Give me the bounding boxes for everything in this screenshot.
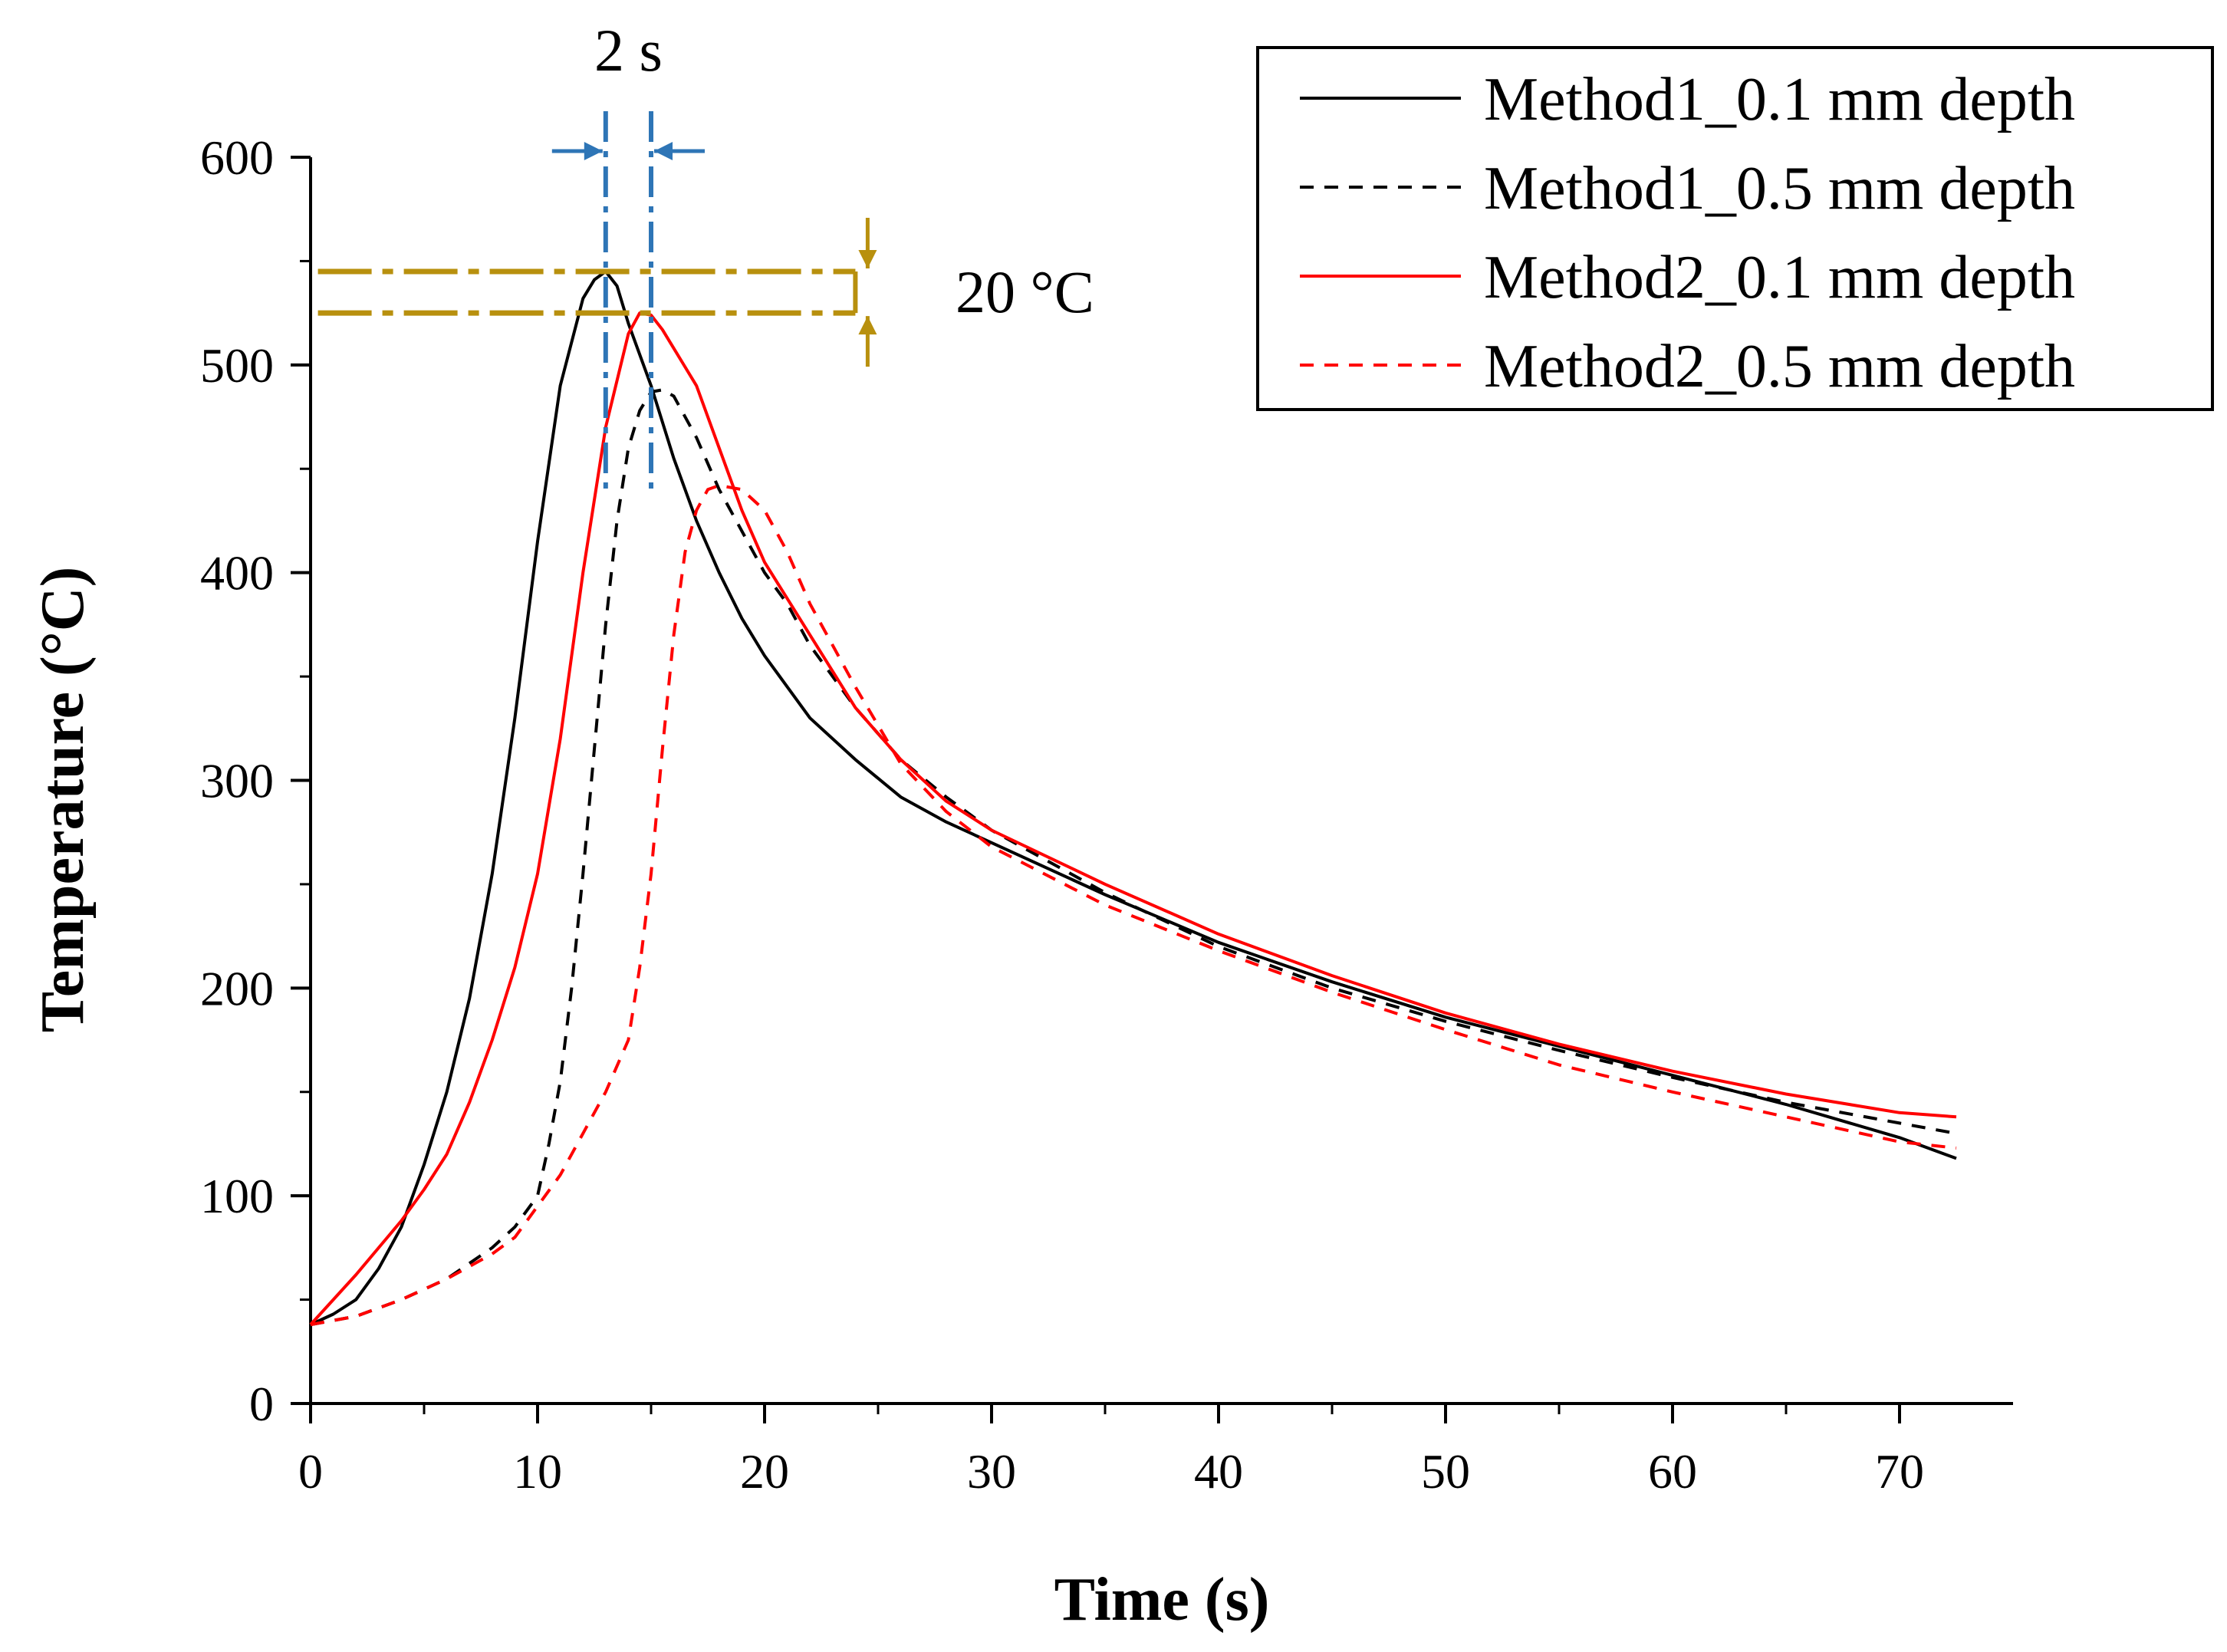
y-tick-label: 200 [200,961,274,1015]
y-tick-label: 600 [200,130,274,185]
y-tick-label: 300 [200,754,274,808]
span-20c-label: 20 °C [956,258,1094,325]
series-line-1 [310,270,1957,1326]
annotation-layer: 2 s 20 °C [317,17,1094,490]
y-tick-label: 100 [200,1169,274,1223]
legend-label-3: Method2_0.1 mm depth [1484,244,2075,311]
axes-layer: 0 10 20 30 40 50 60 70 0 100 200 300 400 500 600 Time (… [29,130,2013,1634]
y-tick-label: 500 [200,338,274,393]
legend-box [1256,46,2214,411]
x-tick-label: 70 [1875,1444,1924,1499]
series-line-4 [310,483,1957,1327]
y-tick-label: 400 [200,546,274,601]
y-tick-label: 0 [249,1377,274,1431]
x-tick-label: 50 [1421,1444,1470,1499]
x-tick-label: 30 [967,1444,1016,1499]
legend-label-1: Method1_0.1 mm depth [1484,66,2075,133]
series-line-3 [309,311,1957,1326]
legend: Method1_0.1 mm depth Method1_0.5 mm depth… [1256,46,2214,411]
x-axis-title: Time (s) [1054,1566,1270,1634]
x-tick-label: 10 [513,1444,562,1499]
span-2s-label: 2 s [594,17,663,84]
span-2s-right-arrowhead [654,142,673,160]
series-layer [309,270,1957,1327]
x-tick-label: 0 [298,1444,323,1499]
span-2s-left-arrowhead [584,142,603,160]
x-tick-label: 20 [740,1444,789,1499]
span-20c-bottom-arrowhead [858,316,877,335]
legend-label-2: Method1_0.5 mm depth [1484,155,2075,222]
x-tick-label: 60 [1648,1444,1697,1499]
series-line-2 [310,388,1957,1327]
y-axis-title: Temperature (°C) [29,567,97,1032]
x-tick-label: 40 [1194,1444,1243,1499]
legend-label-4: Method2_0.5 mm depth [1484,333,2075,400]
span-20c-top-arrowhead [858,249,877,268]
